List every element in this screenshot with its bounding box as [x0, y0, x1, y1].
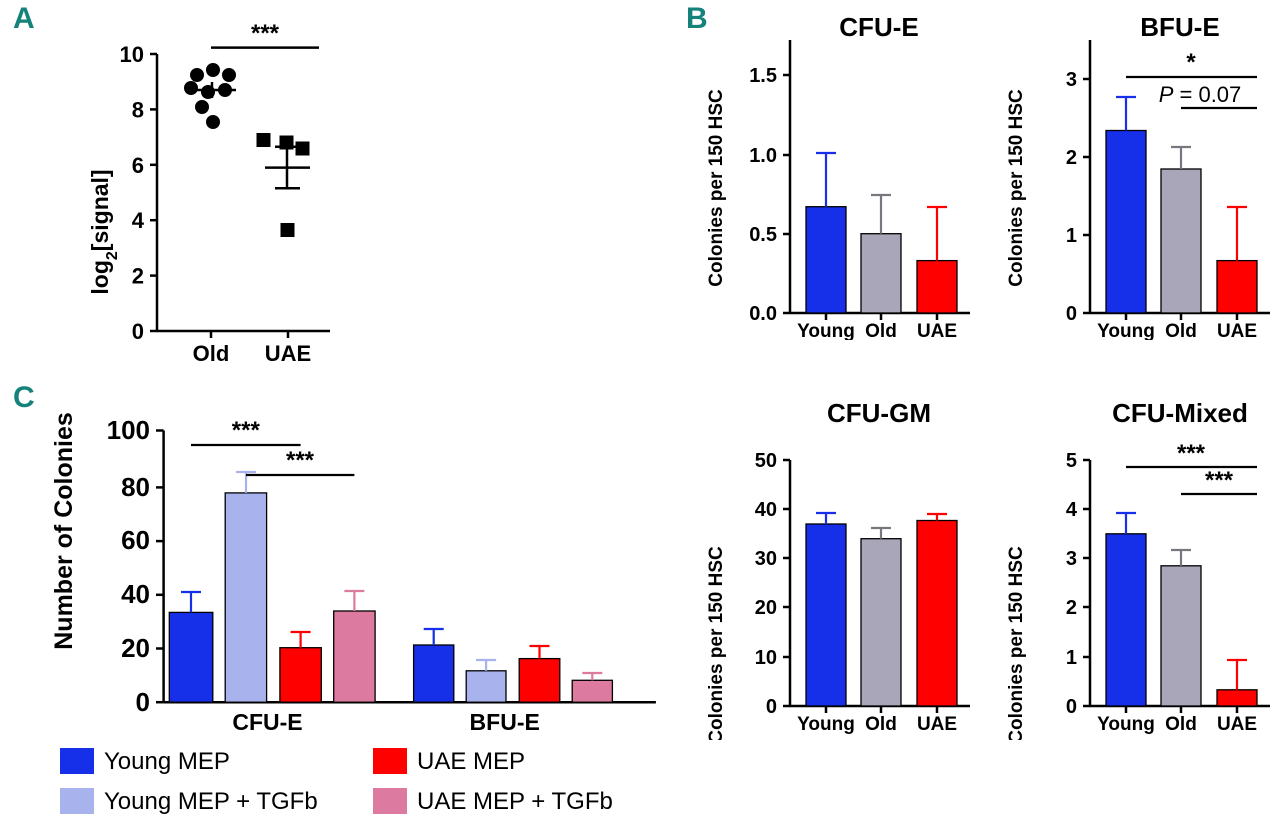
svg-text:***: *** [1205, 467, 1234, 494]
svg-text:0.5: 0.5 [749, 224, 777, 246]
svg-text:100: 100 [107, 415, 150, 445]
svg-text:10: 10 [755, 647, 777, 669]
svg-text:***: *** [251, 20, 280, 47]
svg-text:3: 3 [1066, 69, 1077, 91]
svg-text:80: 80 [121, 472, 150, 502]
svg-text:Young: Young [1097, 714, 1155, 735]
svg-text:*: * [1186, 49, 1196, 76]
svg-text:2: 2 [1066, 147, 1077, 169]
svg-text:CFU-GM: CFU-GM [827, 398, 931, 428]
svg-text:1.0: 1.0 [749, 145, 777, 167]
svg-text:UAE MEP: UAE MEP [417, 748, 525, 775]
svg-text:Young: Young [797, 714, 855, 735]
svg-text:40: 40 [121, 579, 150, 609]
svg-text:1: 1 [1066, 225, 1077, 247]
svg-text:6: 6 [132, 153, 144, 178]
svg-text:Young: Young [1097, 321, 1155, 340]
svg-text:BFU-E: BFU-E [1140, 12, 1219, 42]
svg-text:1: 1 [1066, 647, 1077, 669]
svg-text:Number of Colonies: Number of Colonies [50, 412, 78, 650]
svg-text:1.5: 1.5 [749, 65, 777, 87]
svg-text:0: 0 [1066, 303, 1077, 325]
svg-text:0: 0 [1066, 696, 1077, 718]
svg-text:UAE: UAE [917, 321, 957, 340]
svg-text:UAE: UAE [1217, 714, 1257, 735]
svg-text:UAE MEP + TGFb: UAE MEP + TGFb [417, 788, 613, 815]
svg-text:0: 0 [766, 696, 777, 718]
svg-text:5: 5 [1066, 450, 1077, 472]
svg-text:UAE: UAE [917, 714, 957, 735]
svg-text:3: 3 [1066, 548, 1077, 570]
svg-text:0: 0 [136, 687, 150, 717]
svg-text:CFU-E: CFU-E [232, 709, 302, 735]
svg-text:2: 2 [1066, 597, 1077, 619]
svg-text:Young: Young [797, 321, 855, 340]
svg-text:10: 10 [120, 42, 144, 67]
svg-text:20: 20 [121, 633, 150, 663]
svg-text:Colonies per 150 HSC: Colonies per 150 HSC [1006, 546, 1027, 740]
svg-text:4: 4 [132, 208, 145, 233]
svg-text:0: 0 [132, 319, 144, 344]
svg-text:UAE: UAE [1217, 321, 1257, 340]
svg-text:Colonies per 150 HSC: Colonies per 150 HSC [706, 89, 727, 287]
svg-text:log2[signal]: log2[signal] [87, 169, 121, 294]
svg-text:P = 0.07: P = 0.07 [1159, 82, 1242, 107]
svg-text:UAE: UAE [265, 341, 311, 366]
svg-text:Young MEP + TGFb: Young MEP + TGFb [104, 788, 318, 815]
svg-text:CFU-Mixed: CFU-Mixed [1112, 398, 1248, 428]
svg-text:30: 30 [755, 548, 777, 570]
svg-text:8: 8 [132, 97, 144, 122]
svg-text:60: 60 [121, 525, 150, 555]
svg-text:Old: Old [193, 341, 230, 366]
svg-text:***: *** [1177, 440, 1206, 467]
svg-text:***: *** [232, 417, 261, 444]
svg-text:Old: Old [865, 714, 897, 735]
svg-text:0.0: 0.0 [749, 303, 777, 325]
svg-text:2: 2 [132, 264, 144, 289]
svg-text:Old: Old [1165, 321, 1197, 340]
svg-text:Old: Old [865, 321, 897, 340]
svg-text:BFU-E: BFU-E [470, 709, 540, 735]
svg-text:50: 50 [755, 450, 777, 472]
svg-text:Colonies per 150 HSC: Colonies per 150 HSC [706, 546, 727, 740]
svg-text:***: *** [286, 447, 315, 474]
svg-text:CFU-E: CFU-E [839, 12, 918, 42]
svg-text:4: 4 [1066, 499, 1078, 521]
svg-text:Young MEP: Young MEP [104, 748, 230, 775]
svg-text:Colonies per 150 HSC: Colonies per 150 HSC [1006, 89, 1027, 287]
svg-text:40: 40 [755, 499, 777, 521]
svg-text:20: 20 [755, 597, 777, 619]
svg-text:Old: Old [1165, 714, 1197, 735]
